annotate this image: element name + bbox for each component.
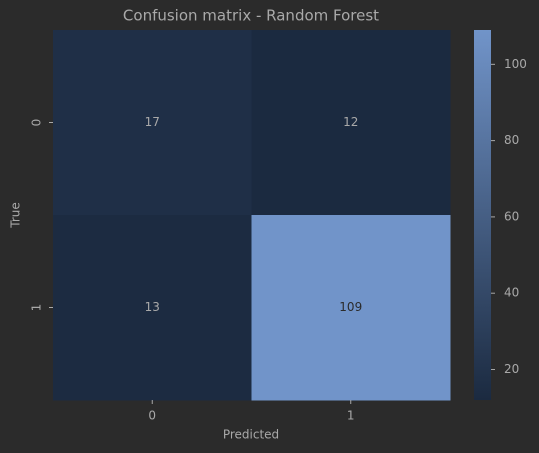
colorbar-tick-label: 80 [504, 133, 519, 147]
heatmap-cell [53, 215, 252, 401]
chart-title: Confusion matrix - Random Forest [123, 7, 379, 25]
cell-value-label: 13 [145, 300, 160, 314]
y-tick-label: 0 [30, 119, 44, 127]
heatmap-cell [251, 30, 451, 216]
cell-value-label: 109 [339, 300, 362, 314]
colorbar-tick-label: 20 [504, 362, 519, 376]
cell-value-label: 17 [145, 115, 160, 129]
x-tick-label: 0 [148, 409, 156, 423]
y-tick-label: 1 [30, 304, 44, 312]
colorbar-tick-label: 40 [504, 286, 519, 300]
cell-value-label: 12 [343, 115, 358, 129]
colorbar-tick-label: 60 [504, 209, 519, 223]
heatmap-cell [251, 215, 451, 401]
x-axis-label: Predicted [223, 428, 279, 442]
colorbar [474, 30, 491, 400]
colorbar-tick-label: 100 [504, 57, 527, 71]
y-axis-label: True [9, 202, 23, 229]
x-tick-label: 1 [347, 409, 355, 423]
heatmap-cell [53, 30, 252, 216]
